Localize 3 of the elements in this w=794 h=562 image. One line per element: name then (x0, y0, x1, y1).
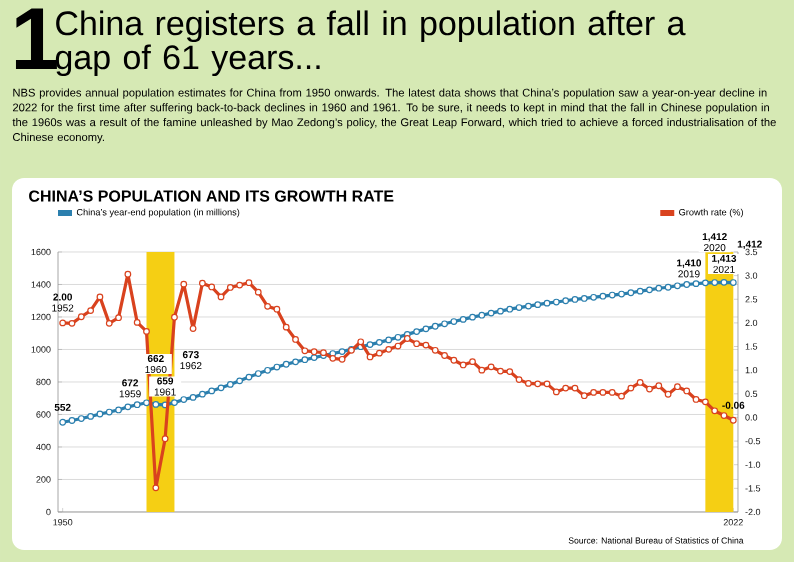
text: 1 (15, 8, 57, 69)
chart-subtitle: CHINA’S POPULATION AND ITS GROWTH RATE (29, 190, 394, 202)
chart-title: China registers a fall in population after a gap of 61 years... (55, 10, 686, 77)
